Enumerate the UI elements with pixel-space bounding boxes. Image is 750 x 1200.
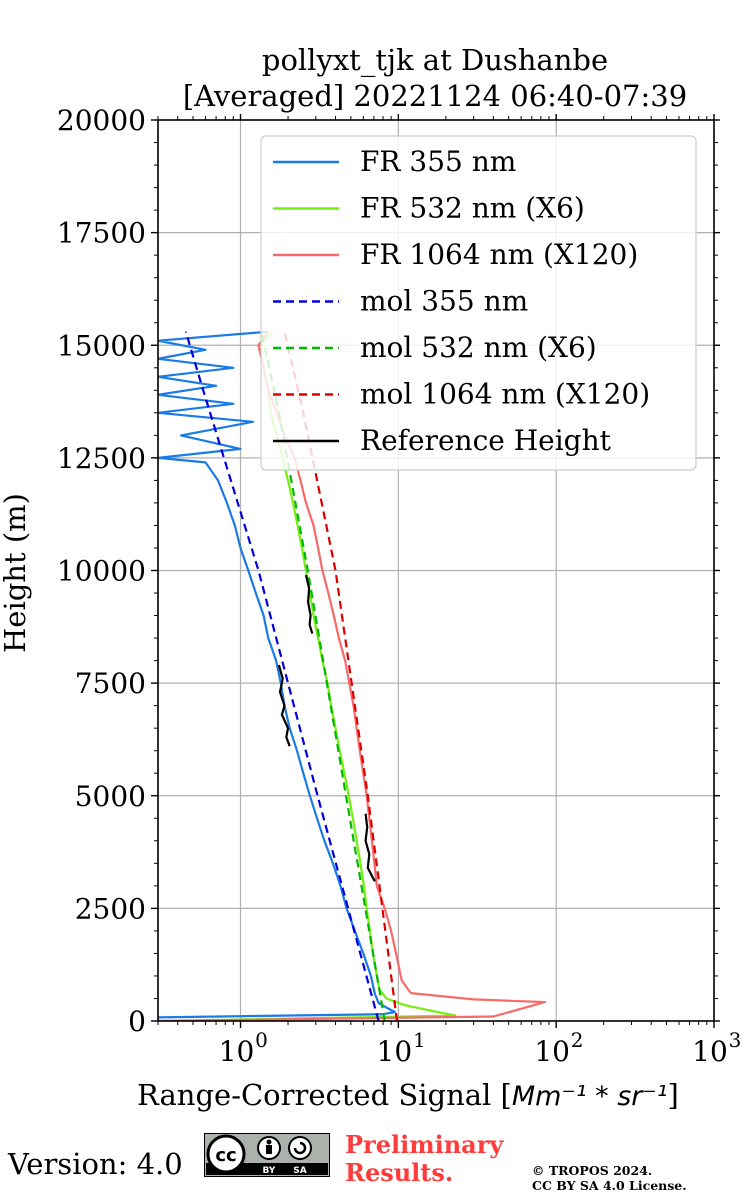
cc-mark-text: cc — [215, 1145, 236, 1166]
x-tick-label: 10 — [377, 1035, 413, 1068]
x-tick-label: 10 — [534, 1035, 570, 1068]
chart-title: pollyxt_tjk at Dushanbe — [261, 43, 609, 77]
cc-by-sa-license-badge: cc BY SA — [204, 1133, 330, 1181]
y-tick-label: 17500 — [57, 217, 146, 250]
legend: FR 355 nm FR 532 nm (X6) FR 1064 nm (X120)… — [260, 135, 697, 471]
series-line — [304, 574, 314, 634]
copyright-note: © TROPOS 2024. CC BY SA 4.0 License. — [532, 1163, 687, 1193]
series-line — [364, 813, 376, 882]
x-axis-label-suffix: ] — [667, 1078, 679, 1112]
legend-label: FR 532 nm (X6) — [360, 192, 585, 225]
y-tick-label: 10000 — [57, 555, 146, 588]
by-label: BY — [263, 1166, 276, 1176]
x-tick-label-exponent: 3 — [729, 1028, 742, 1052]
chart-subtitle: [Averaged] 20221124 06:40-07:39 — [182, 79, 688, 113]
copyright-line-2: CC BY SA 4.0 License. — [532, 1178, 687, 1193]
y-tick-label: 15000 — [57, 329, 146, 362]
preliminary-line-2: Results. — [345, 1158, 454, 1187]
axes: 0250050007500100001250015000175002000010… — [57, 104, 741, 1068]
y-tick-label: 20000 — [57, 104, 146, 137]
copyright-line-1: © TROPOS 2024. — [532, 1163, 653, 1178]
legend-label: FR 355 nm — [360, 145, 516, 178]
y-tick-label: 0 — [128, 1005, 146, 1038]
x-axis-label: Range-Corrected Signal [Mm⁻¹ * sr⁻¹] — [137, 1078, 679, 1112]
x-tick-label: 10 — [692, 1035, 728, 1068]
legend-label: mol 355 nm — [360, 285, 528, 318]
y-tick-label: 5000 — [75, 780, 146, 813]
x-tick-label: 10 — [219, 1035, 255, 1068]
x-axis-label-units: Mm⁻¹ * sr⁻¹ — [511, 1081, 668, 1112]
x-tick-label-exponent: 0 — [255, 1028, 268, 1052]
series-line — [158, 330, 396, 1021]
legend-label: FR 1064 nm (X120) — [360, 238, 638, 271]
preliminary-results-note: Preliminary Results. — [345, 1131, 503, 1187]
sa-label: SA — [293, 1166, 306, 1176]
y-tick-label: 7500 — [75, 667, 146, 700]
series-line — [277, 664, 291, 747]
y-axis-label: Height (m) — [0, 493, 32, 653]
x-tick-label-exponent: 2 — [571, 1028, 584, 1052]
preliminary-line-1: Preliminary — [345, 1130, 504, 1159]
x-tick-label-exponent: 1 — [413, 1028, 426, 1052]
legend-label: mol 1064 nm (X120) — [360, 378, 650, 411]
version-label: Version: 4.0 — [8, 1147, 183, 1181]
y-tick-label: 2500 — [75, 892, 146, 925]
y-tick-label: 12500 — [57, 442, 146, 475]
legend-box — [260, 135, 697, 471]
x-axis-label-prefix: Range-Corrected Signal [ — [137, 1078, 512, 1112]
legend-label: Reference Height — [360, 424, 612, 457]
legend-label: mol 532 nm (X6) — [360, 331, 597, 364]
